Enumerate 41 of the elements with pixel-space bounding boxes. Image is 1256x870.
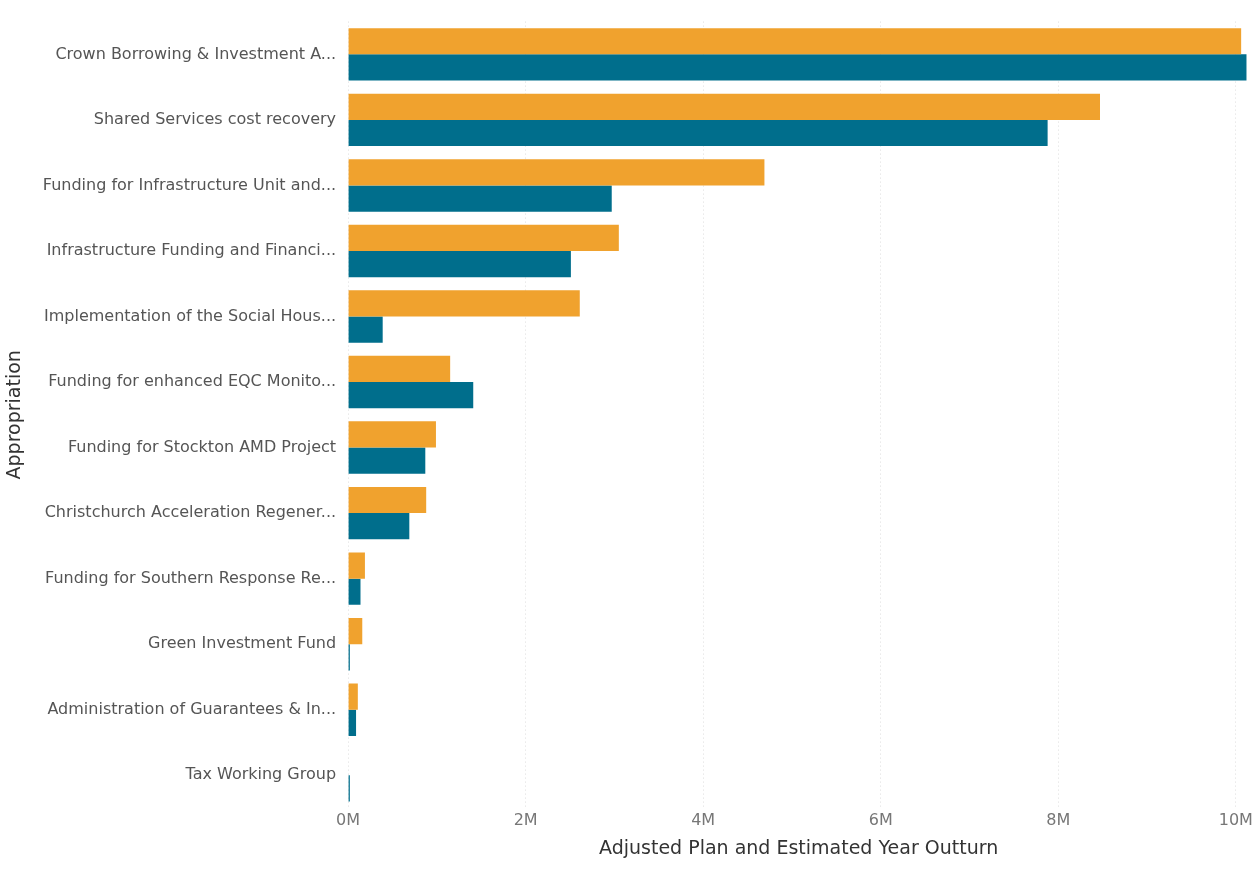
y-tick-label: Christchurch Acceleration Regener... [44,502,337,522]
x-axis-title: Adjusted Plan and Estimated Year Outturn [599,835,999,858]
x-tick-label: 10M [1218,809,1253,829]
bar [348,316,383,343]
bar [348,28,1242,55]
bar [348,552,365,579]
bar [348,54,1247,81]
bar [348,578,361,605]
bar [348,486,427,514]
bar [348,447,426,474]
y-axis-title: Appropriation [2,350,25,480]
bar [348,617,363,645]
y-tick-label: Infrastructure Funding and Financi... [46,240,337,260]
y-tick-label: Administration of Guarantees & In... [47,698,337,718]
bar [348,185,612,212]
bar [348,683,358,710]
bar [348,382,474,409]
bar [348,159,765,186]
x-tick-label: 0M [336,809,361,829]
bar [348,250,571,278]
x-tick-label: 4M [691,809,716,829]
y-tick-label: Implementation of the Social Hous... [44,305,337,325]
y-tick-label: Crown Borrowing & Investment A... [55,43,337,63]
x-tick-label: 2M [513,809,538,829]
y-tick-label: Tax Working Group [184,764,337,784]
y-tick-label: Shared Services cost recovery [93,109,337,129]
x-tick-label: 8M [1046,809,1071,829]
y-tick-label: Green Investment Fund [148,633,337,653]
bar [348,224,619,251]
y-tick-label: Funding for enhanced EQC Monito... [48,371,337,391]
x-tick-label: 6M [868,809,893,829]
bar [348,93,1100,120]
y-tick-label: Funding for Stockton AMD Project [67,436,337,456]
bar [348,355,451,383]
bar [348,709,357,736]
y-tick-label: Funding for Infrastructure Unit and... [42,174,337,194]
bar [348,119,1048,147]
bar [348,513,410,540]
bar [348,421,436,448]
bar [348,290,580,317]
y-tick-label: Funding for Southern Response Re... [45,567,337,587]
